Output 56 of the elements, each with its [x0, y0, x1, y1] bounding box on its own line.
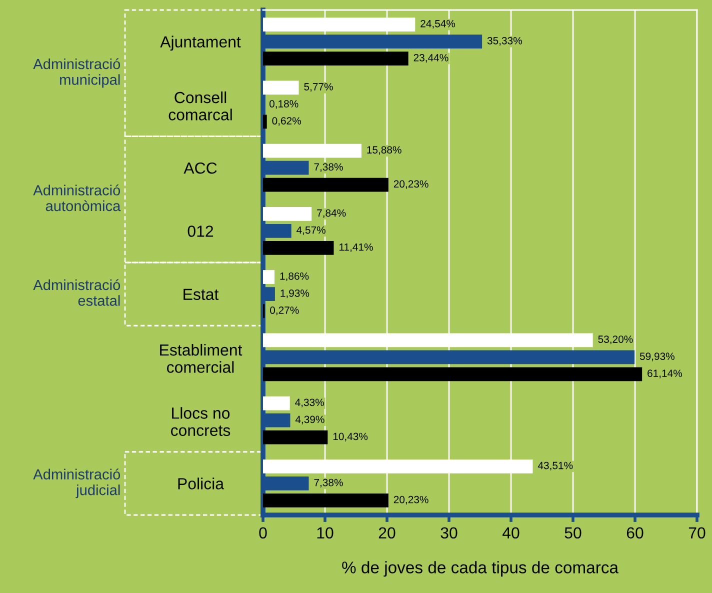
x-tick-label: 50 [564, 527, 582, 539]
bar [263, 52, 408, 66]
data-label: 20,23% [394, 180, 428, 189]
data-label: 0,18% [269, 100, 298, 109]
x-tick-label: 10 [317, 527, 334, 539]
bar [263, 396, 290, 410]
data-label: 5,77% [304, 83, 333, 92]
data-label: 20,23% [394, 496, 428, 505]
data-label: 7,84% [317, 209, 346, 218]
x-tick-label: 60 [626, 527, 644, 539]
bar [263, 80, 299, 95]
data-label: 53,20% [598, 336, 633, 344]
y-tick-label: Policia [178, 478, 224, 490]
x-axis-title: % de joves de cada tipus de comarca [342, 561, 619, 577]
y-tick-label: Llocs no concrets [171, 407, 230, 436]
data-label: 35,33% [487, 36, 522, 46]
x-tick-label: 20 [378, 527, 396, 539]
y-tick-label: Ajuntament [160, 36, 241, 51]
data-label: 10,43% [333, 432, 368, 442]
bar [263, 367, 642, 382]
data-label: 61,14% [648, 370, 682, 378]
bar [263, 178, 388, 192]
text: Administració estatal [33, 279, 120, 306]
x-tick-label: 0 [259, 527, 267, 539]
data-label: 7,38% [314, 478, 343, 488]
text: Administració judicial [33, 468, 120, 498]
text: Administració autonòmica [33, 184, 121, 212]
data-label: 7,38% [314, 163, 343, 172]
y-tick-label: ACC [184, 162, 217, 174]
bar [263, 206, 312, 221]
bar [263, 114, 267, 129]
y-tick-label: Establiment comercial [160, 344, 242, 373]
data-label: 59,93% [640, 352, 674, 362]
x-tick-label: 30 [440, 527, 458, 539]
bar [263, 494, 388, 508]
data-label: 11,41% [339, 243, 373, 252]
data-label: 4,57% [296, 226, 326, 235]
data-label: 0,27% [270, 306, 299, 316]
data-label: 1,86% [280, 272, 309, 282]
data-label: 15,88% [367, 146, 402, 155]
bar [263, 430, 328, 444]
data-label: 4,33% [295, 398, 324, 408]
data-label: 0,62% [272, 117, 301, 126]
y-tick-label: 012 [188, 226, 214, 237]
data-label: 4,39% [295, 416, 324, 424]
x-tick-label: 40 [502, 527, 520, 539]
y-tick-label: Consell comarcal [168, 91, 232, 120]
text: Administració municipal [33, 58, 120, 88]
data-label: 1,93% [280, 289, 310, 298]
bar [263, 270, 275, 284]
x-tick-label: 70 [688, 527, 706, 539]
data-label: 43,51% [538, 462, 573, 470]
data-label: 24,54% [420, 20, 456, 29]
y-tick-label: Estat [184, 288, 219, 300]
bar [263, 241, 334, 255]
data-label: 23,44% [414, 54, 448, 63]
